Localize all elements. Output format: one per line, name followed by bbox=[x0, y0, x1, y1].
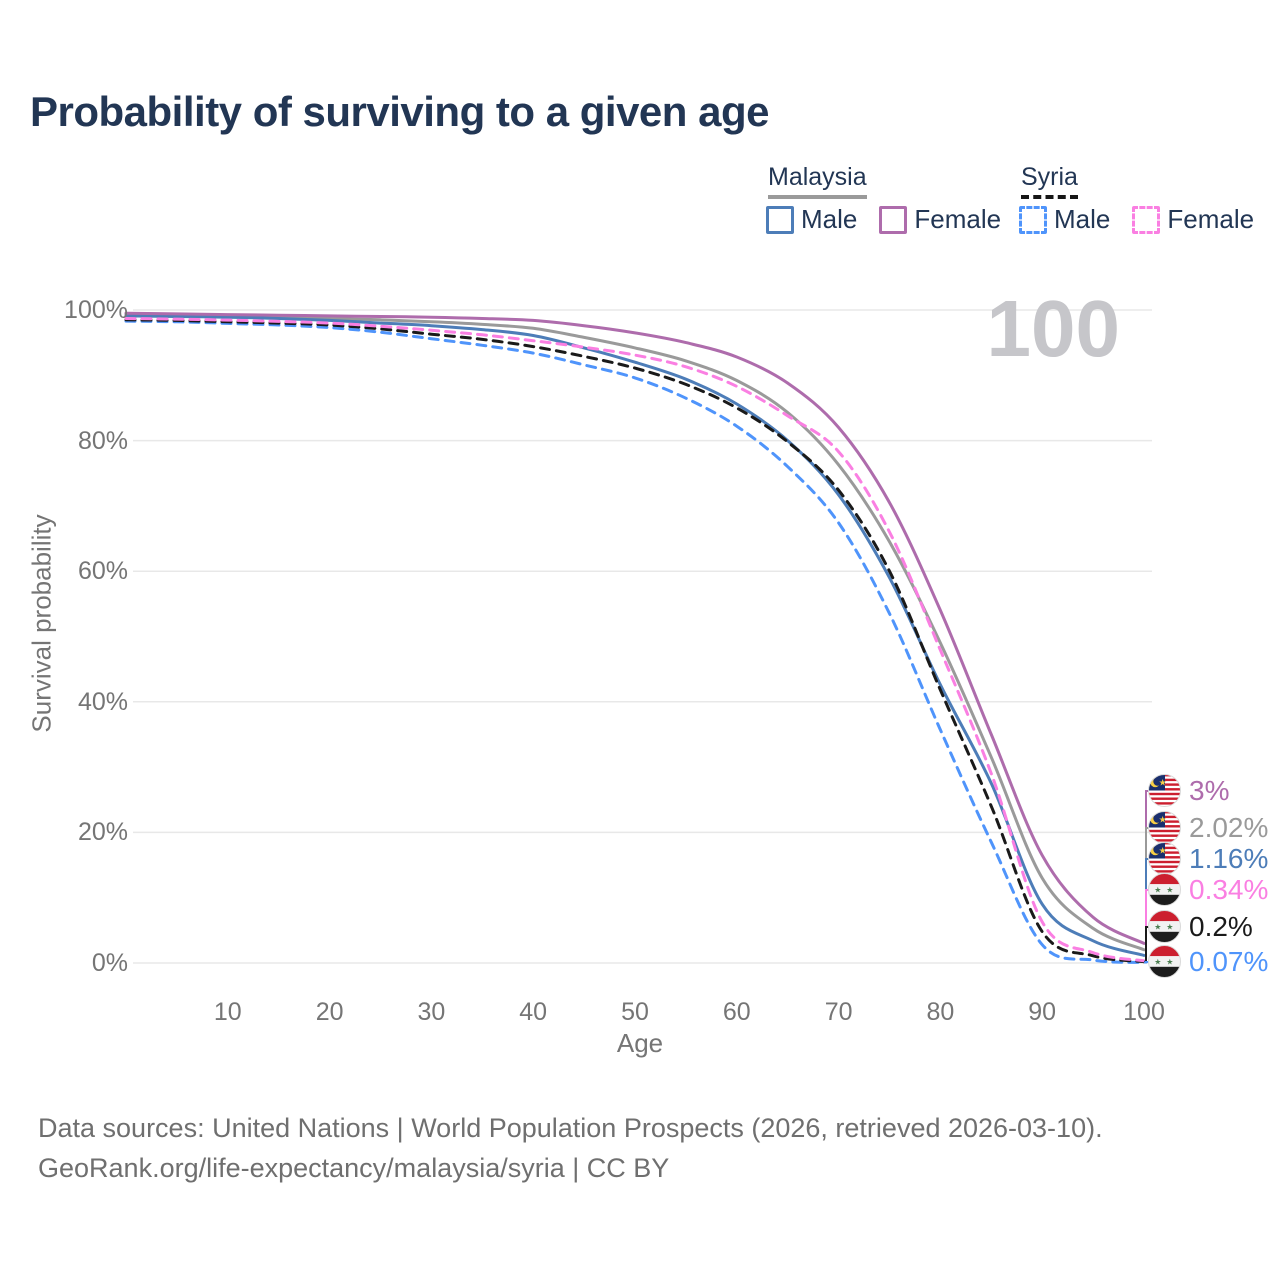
curve-malaysia-both-sexes[interactable] bbox=[124, 313, 1146, 952]
malaysia-flag-icon bbox=[1148, 774, 1181, 807]
x-axis-title: Age bbox=[616, 1028, 664, 1058]
y-tick-label: 100% bbox=[64, 296, 128, 324]
syria-flag-icon bbox=[1148, 873, 1181, 906]
end-label-row[interactable]: 0.34% bbox=[1148, 873, 1268, 906]
end-value-label: 0.34% bbox=[1189, 874, 1269, 905]
curve-malaysia-female[interactable] bbox=[124, 311, 1146, 945]
y-tick-label: 80% bbox=[77, 426, 128, 455]
legend-group-syria: Syria bbox=[1021, 163, 1078, 199]
curve-syria-female[interactable] bbox=[124, 316, 1146, 963]
legend-items-malaysia: Male Female bbox=[766, 204, 1001, 235]
footer-sources: Data sources: United Nations | World Pop… bbox=[38, 1113, 1103, 1143]
syria-flag-icon bbox=[1148, 945, 1181, 978]
end-label-row[interactable]: 3% bbox=[1148, 774, 1229, 807]
malaysia-male-swatch-icon bbox=[766, 205, 794, 234]
x-tick-label: 60 bbox=[722, 998, 751, 1026]
legend-item-malaysia-male[interactable]: Male bbox=[766, 204, 857, 235]
legend-item-label: Female bbox=[1167, 204, 1255, 234]
legend-items-syria: Male Female bbox=[1019, 204, 1254, 235]
x-tick-label: 80 bbox=[926, 998, 955, 1026]
end-label-row[interactable]: 0.07% bbox=[1148, 945, 1268, 978]
end-value-label: 3% bbox=[1189, 775, 1230, 806]
curve-syria-male[interactable] bbox=[124, 319, 1146, 964]
y-tick-label: 0% bbox=[91, 949, 128, 977]
syria-flag-icon bbox=[1148, 910, 1181, 943]
end-label-row[interactable]: 2.02% bbox=[1148, 811, 1268, 844]
x-tick-label: 30 bbox=[417, 998, 446, 1026]
syria-male-swatch-icon bbox=[1019, 205, 1047, 234]
legend-item-syria-female[interactable]: Female bbox=[1132, 204, 1254, 235]
malaysia-female-swatch-icon bbox=[879, 205, 908, 234]
end-label-row[interactable]: 1.16% bbox=[1148, 842, 1268, 875]
y-tick-label: 40% bbox=[77, 687, 128, 716]
legend-group-malaysia: Malaysia bbox=[768, 163, 867, 199]
curve-malaysia-male[interactable] bbox=[124, 314, 1146, 957]
x-tick-label: 10 bbox=[213, 998, 242, 1026]
end-value-label: 0.2% bbox=[1189, 911, 1253, 942]
x-tick-label: 50 bbox=[621, 998, 649, 1026]
legend-item-malaysia-female[interactable]: Female bbox=[879, 204, 1001, 235]
x-tick-label: 70 bbox=[824, 998, 853, 1026]
malaysia-flag-icon bbox=[1148, 842, 1181, 875]
end-label-row[interactable]: 0.2% bbox=[1148, 910, 1253, 943]
x-tick-label: 20 bbox=[315, 998, 344, 1026]
footer: Data sources: United Nations | World Pop… bbox=[38, 1108, 1103, 1188]
y-tick-label: 60% bbox=[77, 557, 128, 586]
age-watermark: 100 bbox=[986, 284, 1120, 373]
end-value-label: 1.16% bbox=[1189, 843, 1269, 874]
curve-syria-both-sexes[interactable] bbox=[124, 318, 1146, 964]
footer-attribution[interactable]: GeoRank.org/life-expectancy/malaysia/syr… bbox=[38, 1153, 670, 1183]
legend-item-label: Male bbox=[801, 204, 858, 234]
y-tick-label: 20% bbox=[77, 818, 128, 847]
malaysia-flag-icon bbox=[1148, 811, 1181, 844]
legend-item-syria-male[interactable]: Male bbox=[1019, 204, 1110, 235]
legend-item-label: Male bbox=[1054, 204, 1111, 234]
x-tick-label: 90 bbox=[1028, 998, 1057, 1026]
x-tick-label: 40 bbox=[519, 998, 548, 1026]
page-title: Probability of surviving to a given age bbox=[30, 88, 769, 135]
end-value-label: 2.02% bbox=[1189, 812, 1269, 843]
x-tick-label: 100 bbox=[1123, 998, 1165, 1026]
syria-female-swatch-icon bbox=[1132, 205, 1161, 234]
legend-item-label: Female bbox=[914, 204, 1002, 234]
end-value-label: 0.07% bbox=[1189, 946, 1269, 977]
